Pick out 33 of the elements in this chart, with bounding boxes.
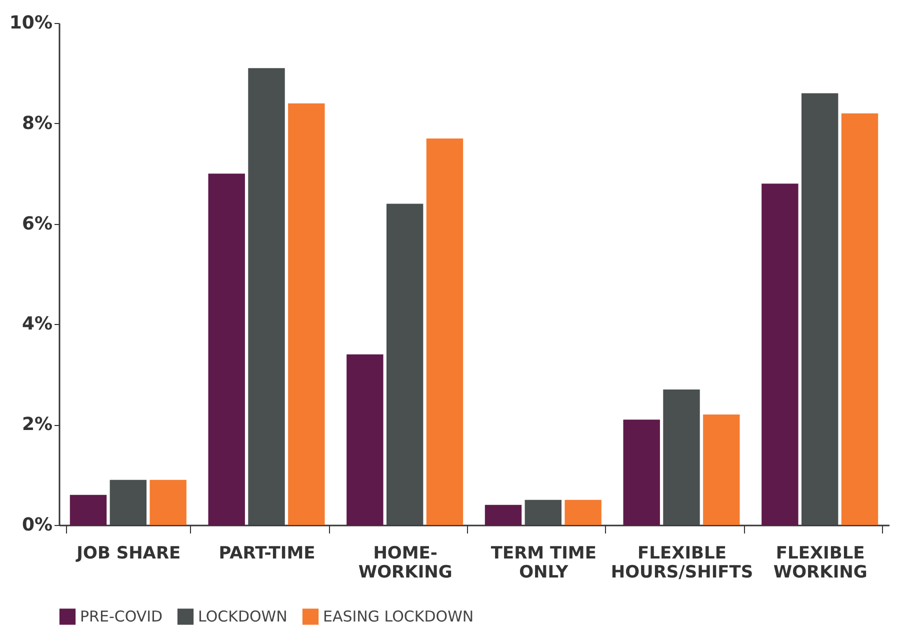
y-tick-label: 10% (9, 12, 52, 34)
bar (150, 480, 186, 525)
bar (762, 184, 798, 525)
x-tick-label: FLEXIBLE WORKING (773, 544, 868, 582)
legend-label: PRE-COVID (80, 608, 163, 626)
x-tick-label: TERM TIME ONLY (490, 544, 596, 582)
bar (248, 68, 285, 525)
y-tick-label: 8% (22, 112, 52, 134)
y-tick-label: 0% (22, 514, 52, 536)
bar (288, 103, 325, 525)
bar (110, 480, 147, 525)
bar (663, 389, 700, 525)
bar (426, 138, 464, 525)
bar (346, 354, 384, 525)
bar (484, 504, 522, 525)
bar (208, 174, 245, 525)
bar (564, 500, 602, 525)
y-tick-label: 6% (22, 213, 52, 234)
bar (70, 494, 107, 525)
bar (841, 113, 878, 525)
bar (524, 500, 562, 525)
y-tick-label: 4% (22, 314, 52, 335)
x-tick-label: FLEXIBLE HOURS/SHIFTS (610, 544, 754, 582)
x-tick-label: HOME- WORKING (358, 544, 452, 582)
x-tick-label: PART-TIME (218, 544, 316, 564)
y-tick-label: 2% (22, 414, 52, 436)
bar (703, 414, 740, 525)
legend-label: LOCKDOWN (198, 608, 288, 626)
x-tick-label: JOB SHARE (76, 544, 181, 564)
legend-label: EASING LOCKDOWN (323, 608, 474, 626)
bar (386, 204, 424, 525)
bar (801, 93, 838, 525)
bar (623, 420, 660, 525)
